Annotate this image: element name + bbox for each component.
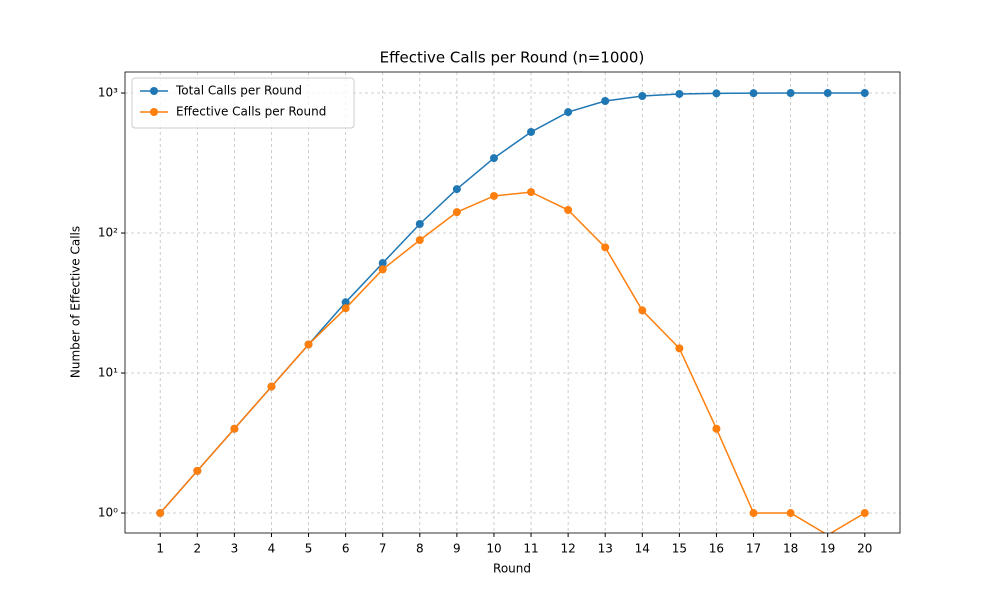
data-point — [675, 344, 684, 353]
y-tick-label: 10⁰ — [98, 506, 118, 520]
y-tick-label: 10³ — [98, 86, 118, 100]
plot-frame — [124, 71, 901, 534]
x-tick-label: 4 — [268, 542, 276, 556]
data-point — [712, 89, 721, 98]
legend-box — [131, 77, 355, 129]
x-tick-label: 13 — [598, 542, 613, 556]
data-point — [860, 509, 869, 518]
x-tick-label: 1 — [156, 542, 164, 556]
data-point — [489, 154, 498, 163]
plot — [156, 89, 869, 533]
data-point — [786, 509, 795, 518]
data-point — [193, 466, 202, 475]
data-point — [156, 509, 165, 518]
data-point — [749, 89, 758, 98]
legend-marker — [150, 108, 158, 116]
x-tick-label: 7 — [379, 542, 387, 556]
chart-title: Effective Calls per Round (n=1000) — [380, 49, 645, 67]
x-tick-label: 3 — [231, 542, 239, 556]
x-tick-label: 20 — [857, 542, 872, 556]
data-point — [638, 92, 647, 101]
data-point — [489, 191, 498, 200]
data-point — [267, 382, 276, 391]
data-point — [304, 340, 313, 349]
x-tick-label: 16 — [709, 542, 724, 556]
data-point — [378, 265, 387, 274]
data-point — [564, 206, 573, 215]
x-tick-label: 15 — [672, 542, 687, 556]
x-tick-label: 14 — [635, 542, 650, 556]
legend-label: Effective Calls per Round — [176, 105, 326, 119]
data-point — [601, 243, 610, 252]
data-point — [823, 89, 832, 98]
x-tick-label: 12 — [560, 542, 575, 556]
x-tick-label: 8 — [416, 542, 424, 556]
x-tick-label: 10 — [486, 542, 501, 556]
data-point — [341, 304, 350, 313]
data-point — [415, 236, 424, 245]
x-axis-label: Round — [493, 562, 531, 576]
x-tick-label: 9 — [453, 542, 461, 556]
data-point — [415, 219, 424, 228]
data-point — [601, 97, 610, 106]
y-axis-label: Number of Effective Calls — [69, 226, 83, 378]
legend-marker — [150, 87, 158, 95]
data-point — [527, 188, 536, 197]
x-tick-label: 2 — [193, 542, 201, 556]
x-tick-label: 19 — [820, 542, 835, 556]
data-point — [564, 108, 573, 117]
y-tick-label: 10¹ — [98, 366, 118, 380]
x-tick-label: 17 — [746, 542, 761, 556]
x-tick-label: 5 — [305, 542, 313, 556]
series-line — [159, 191, 866, 533]
data-point — [378, 259, 387, 268]
data-point — [452, 185, 461, 194]
x-tick-label: 6 — [342, 542, 350, 556]
legend-label: Total Calls per Round — [175, 84, 302, 98]
data-point — [341, 298, 350, 307]
x-tick-label: 11 — [523, 542, 538, 556]
data-point — [452, 208, 461, 217]
data-point — [860, 89, 869, 98]
data-point — [527, 127, 536, 136]
data-point — [230, 424, 239, 433]
y-tick-label: 10² — [98, 226, 118, 240]
data-point — [786, 89, 795, 98]
data-point — [749, 509, 758, 518]
data-point — [675, 89, 684, 98]
data-point — [638, 306, 647, 315]
x-tick-label: 18 — [783, 542, 798, 556]
data-point — [712, 424, 721, 433]
